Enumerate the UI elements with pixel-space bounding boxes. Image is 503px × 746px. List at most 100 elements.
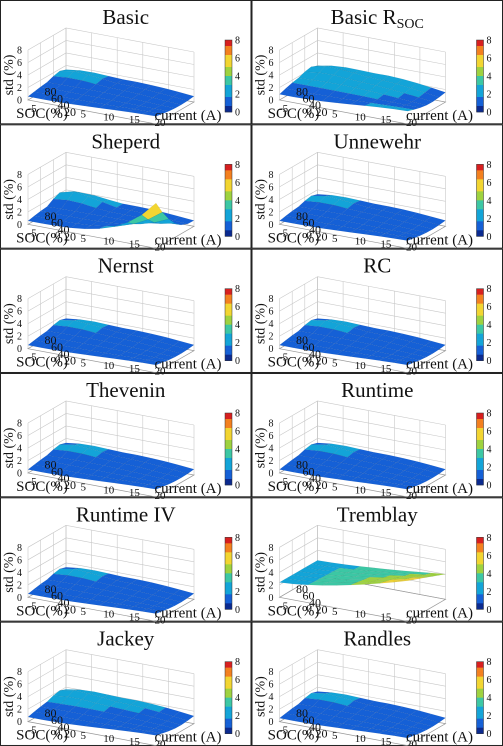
colorbar-segment [225, 597, 232, 601]
colorbar-segment [225, 424, 232, 429]
colorbar-segment [476, 703, 484, 707]
colorbar-segment [225, 543, 232, 547]
colorbar-segment [476, 664, 484, 668]
colorbar-segment [225, 49, 232, 53]
colorbar-segment [225, 206, 232, 210]
colorbar-segment [476, 339, 484, 343]
x-tick-label: 10 [355, 484, 367, 496]
x-tick-label: 10 [355, 111, 367, 123]
y-tick-label: 40 [309, 222, 321, 236]
x-tick-label: 15 [129, 114, 141, 126]
x-tick-label: 5 [332, 109, 338, 121]
x-tick-label: 15 [129, 612, 141, 624]
z-tick-label: 6 [17, 58, 22, 69]
y-tick-label: 40 [58, 595, 70, 609]
colorbar-segment [225, 321, 232, 325]
z-axis-label: std (%) [2, 676, 17, 717]
z-tick-label: 8 [17, 418, 22, 429]
y-axis-label: SOC(%) [268, 355, 320, 371]
colorbar-segment [476, 555, 484, 559]
panel-title: Thevenin [86, 378, 166, 402]
y-tick-label: 40 [58, 720, 70, 734]
z-axis-label: std (%) [2, 303, 17, 344]
surface-mesh [279, 691, 446, 739]
colorbar-segment [225, 200, 232, 204]
colorbar-segment [476, 203, 484, 207]
colorbar-segment [476, 227, 484, 231]
x-tick-label: 20 [155, 366, 167, 378]
colorbar-segment [225, 694, 232, 698]
colorbar-tick-label: 0 [487, 108, 492, 119]
colorbar-segment [476, 463, 484, 468]
x-tick-label: 10 [355, 236, 367, 248]
colorbar-segment [225, 233, 232, 237]
colorbar-segment [476, 597, 484, 601]
colorbar-segment [225, 430, 232, 435]
colorbar-segment [225, 318, 232, 322]
colorbar-segment [476, 475, 484, 480]
colorbar-segment [225, 345, 232, 349]
colorbar-segment [476, 537, 484, 541]
colorbar-segment [476, 327, 484, 331]
colorbar-segment [476, 79, 484, 83]
surface-mesh [27, 318, 195, 366]
x-tick-label: 0 [55, 603, 61, 615]
z-tick-label: 6 [17, 431, 22, 442]
x-tick-label: 20 [155, 739, 167, 746]
z-tick-label: 8 [17, 294, 22, 305]
colorbar-segment [225, 351, 232, 355]
panel-title: Basic [102, 5, 149, 29]
y-tick-label: 80 [45, 457, 57, 471]
z-tick-label: 6 [269, 182, 274, 193]
x-tick-label: 20 [406, 366, 418, 378]
colorbar-tick-label: 8 [487, 284, 492, 295]
colorbar-segment [225, 700, 232, 704]
x-tick-label: 0 [55, 354, 61, 366]
colorbar-segment [476, 291, 484, 295]
colorbar: 8 6 4 2 0 [224, 533, 240, 616]
colorbar-segment [225, 212, 232, 216]
colorbar-segment [225, 185, 232, 189]
x-tick-label: 0 [55, 479, 61, 491]
colorbar-segment [225, 724, 232, 728]
colorbar-segment [476, 206, 484, 210]
y-tick-label: 20 [316, 727, 328, 741]
colorbar-segment [476, 688, 484, 692]
y-tick-label: 20 [316, 354, 328, 368]
colorbar-tick-label: 0 [235, 605, 240, 616]
x-tick-label: 0 [306, 603, 312, 615]
surface-mesh [279, 194, 446, 241]
y-axis-label: SOC(%) [16, 355, 68, 371]
panel-title: Sheperd [91, 129, 160, 153]
z-tick-label: 0 [17, 468, 22, 479]
colorbar-segment [476, 469, 484, 474]
y-tick-label: 60 [51, 713, 63, 727]
x-tick-label: 10 [103, 360, 115, 372]
panel-title: Runtime IV [76, 502, 176, 526]
colorbar-tick-label: 2 [487, 90, 492, 101]
colorbar-segment [476, 445, 484, 450]
y-tick-label: 80 [45, 582, 57, 596]
colorbar-segment [225, 691, 232, 695]
colorbar-segment [476, 52, 484, 56]
colorbar-segment [476, 46, 484, 50]
colorbar-segment [225, 585, 232, 589]
colorbar-segment [476, 472, 484, 477]
x-tick-label: 5 [80, 730, 86, 742]
colorbar-segment [225, 306, 232, 310]
panel-title: Basic RSOC [331, 5, 424, 32]
colorbar-segment [476, 661, 484, 665]
colorbar-segment [225, 324, 232, 328]
z-tick-label: 4 [17, 195, 22, 206]
colorbar-segment [225, 549, 232, 553]
colorbar-segment [225, 76, 232, 80]
colorbar-segment [476, 209, 484, 213]
colorbar-border [224, 537, 233, 610]
colorbar-segment [476, 567, 484, 571]
colorbar-segment [476, 176, 484, 180]
colorbar-segment [225, 697, 232, 701]
colorbar-segment [476, 221, 484, 225]
colorbar-tick-label: 0 [235, 480, 240, 491]
